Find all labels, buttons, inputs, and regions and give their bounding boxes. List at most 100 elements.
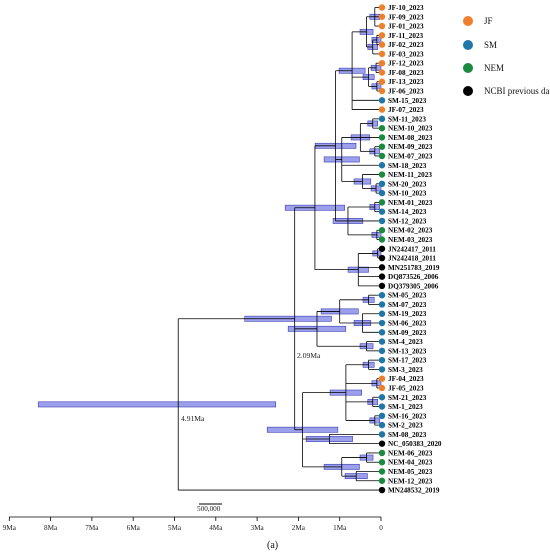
tip-label: SM-12_2023: [388, 217, 427, 225]
tip-marker: [378, 301, 386, 308]
tip-marker: [378, 152, 386, 160]
tip-label: SM-17_2023: [388, 357, 427, 365]
tip-marker: [378, 217, 386, 225]
tip-marker: [378, 236, 386, 243]
tip-marker: [378, 13, 386, 20]
tip-marker: [378, 366, 386, 373]
scale-bar: 500,000: [197, 503, 222, 513]
axis-tick-label: 3Ma: [251, 524, 265, 532]
tip-label: SM-2_2023: [388, 422, 423, 430]
tip-marker: [378, 124, 386, 132]
time-axis: 9Ma 8Ma 7Ma 6Ma 5Ma 4Ma 3Ma 2Ma 1Ma 0: [3, 516, 383, 532]
tip-label: JF-01_2023: [388, 23, 424, 31]
tip-label: JF-06_2023: [388, 88, 424, 96]
tip-marker: [378, 412, 386, 420]
tip-marker: [378, 319, 386, 327]
tip-marker: [378, 329, 386, 336]
axis-tick-label: 1Ma: [333, 524, 347, 532]
tip-marker: [378, 32, 386, 39]
legend-item-jf: JF: [463, 16, 493, 26]
tip-label: SM-1_2023: [388, 403, 423, 411]
axis-tick-label: 6Ma: [127, 524, 141, 532]
tip-label: SM-19_2023: [388, 310, 427, 318]
axis-tick-label: 0: [379, 524, 383, 532]
tip-marker: [378, 59, 386, 67]
tip-label: MN248532_2019: [388, 487, 440, 495]
tip-marker: [378, 477, 386, 484]
tip-label: DQ873526_2006: [388, 273, 439, 281]
legend-item-sm: SM: [463, 40, 497, 50]
tip-label: JF-13_2023: [388, 78, 424, 86]
tip-marker: [378, 69, 386, 76]
node-age-inner: 2.09Ma: [297, 351, 321, 360]
tip-marker: [378, 356, 386, 364]
legend-item-ncbi: NCBI previous data: [463, 86, 550, 96]
axis-tick-label: 4Ma: [209, 524, 223, 532]
tip-label: SM-13_2023: [388, 347, 427, 355]
tip-label: SM-15_2023: [388, 97, 427, 105]
tip-marker: [378, 106, 386, 113]
axis-tick-label: 7Ma: [85, 524, 99, 532]
tip-label: JF-05_2023: [388, 384, 424, 392]
axis-tick-label: 2Ma: [292, 524, 306, 532]
tip-marker: [378, 199, 386, 206]
tip-marker: [378, 143, 386, 150]
tip-marker: [378, 486, 386, 494]
tip-markers: [378, 4, 386, 494]
tip-marker: [378, 459, 386, 466]
tip-label: SM-11_2023: [388, 115, 426, 123]
tip-label: SM-18_2023: [388, 162, 427, 170]
legend-marker: [463, 63, 473, 73]
tip-label: SM-05_2023: [388, 292, 427, 300]
tip-marker: [378, 394, 386, 401]
tip-label: NC_050383_2020: [388, 440, 442, 448]
tip-label: JF-11_2023: [388, 32, 424, 40]
tip-marker: [378, 264, 386, 271]
tip-label: SM-16_2023: [388, 412, 427, 420]
tip-marker: [378, 227, 386, 234]
tip-marker: [378, 189, 386, 197]
tip-marker: [378, 4, 386, 11]
tip-marker: [378, 431, 386, 438]
axis-tick-label: 5Ma: [168, 524, 182, 532]
tip-label: SM-14_2023: [388, 208, 427, 216]
tip-label: SM-08_2023: [388, 431, 427, 439]
tip-marker: [378, 162, 386, 169]
tip-marker: [378, 338, 386, 345]
legend-item-nem: NEM: [463, 63, 504, 73]
tip-marker: [378, 50, 386, 58]
legend-label: NCBI previous data: [484, 86, 550, 96]
tip-marker: [378, 78, 386, 85]
tip-marker: [378, 87, 386, 95]
legend: JF SM NEM NCBI previous data: [463, 16, 550, 96]
hpd-bars: [37, 13, 382, 480]
tip-marker: [378, 282, 386, 290]
tip-label: JF-08_2023: [388, 69, 424, 77]
tip-marker: [378, 41, 386, 48]
legend-marker: [463, 16, 473, 26]
tip-marker: [378, 310, 386, 317]
tip-label: NEM-01_2023: [388, 199, 433, 207]
tip-marker: [378, 440, 386, 447]
tree-branches: [177, 7, 381, 491]
tip-label: MN251783_2019: [388, 264, 440, 272]
node-hpd-bar: [37, 401, 276, 408]
legend-marker: [463, 40, 473, 50]
tip-marker: [378, 384, 386, 392]
tip-marker: [378, 245, 386, 252]
tip-marker: [378, 273, 386, 280]
tip-marker: [378, 134, 386, 141]
tip-label: SM-07_2023: [388, 301, 427, 309]
tip-label: DQ379305_2006: [388, 282, 439, 290]
tip-label: NEM-07_2023: [388, 152, 433, 160]
tip-marker: [378, 115, 386, 123]
tip-marker: [378, 22, 386, 30]
tip-marker: [378, 449, 386, 457]
tip-marker: [378, 403, 386, 410]
legend-label: SM: [484, 40, 497, 50]
tip-label: JF-04_2023: [388, 375, 424, 383]
tip-label: SM-09_2023: [388, 329, 427, 337]
tip-label: NEM-08_2023: [388, 134, 433, 142]
tip-marker: [378, 180, 386, 188]
